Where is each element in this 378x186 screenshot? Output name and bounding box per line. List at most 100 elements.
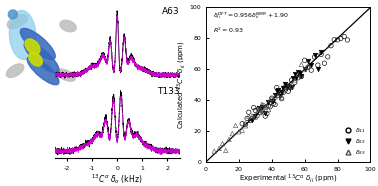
Point [335,38,341,41]
Point [239,129,245,132]
Point [254,114,260,117]
Point [265,100,271,103]
Point [256,107,262,110]
Point [269,100,275,103]
Point [270,102,276,105]
Point [308,69,314,72]
Point [249,119,255,122]
Point [262,111,268,114]
Point [338,37,344,40]
Y-axis label: Calculated $^{13}C^{\alpha}$ $\delta_{ii}$ (ppm): Calculated $^{13}C^{\alpha}$ $\delta_{ii… [176,40,188,129]
Point [259,110,265,113]
Point [280,91,286,94]
Ellipse shape [60,20,76,32]
Point [247,119,253,122]
Point [305,60,311,63]
Ellipse shape [27,57,59,85]
Point [287,86,293,89]
Point [216,147,222,150]
Point [318,51,324,54]
Point [341,35,347,38]
Point [311,56,318,59]
Point [246,115,252,118]
Point [275,94,281,97]
Point [297,72,303,75]
Point [325,55,331,58]
Point [305,65,311,68]
Point [249,117,255,120]
Point [321,62,327,65]
Point [262,115,268,118]
Point [260,109,266,112]
Text: A63: A63 [162,7,180,16]
Point [272,95,278,98]
Point [253,116,259,118]
Point [264,105,270,108]
X-axis label: $^{13}C^{\alpha}$ $\delta_{o}$ (kHz): $^{13}C^{\alpha}$ $\delta_{o}$ (kHz) [91,172,143,186]
Point [277,91,283,94]
Point [285,85,291,88]
Point [298,75,304,78]
Point [256,108,262,111]
Point [262,106,268,109]
Point [290,76,296,79]
Point [259,103,265,106]
Point [280,87,286,90]
Point [277,94,283,97]
Legend: $\delta_{11}$, $\delta_{22}$, $\delta_{33}$: $\delta_{11}$, $\delta_{22}$, $\delta_{3… [340,125,367,159]
Point [295,76,301,79]
Point [315,67,321,70]
Point [308,63,314,66]
Point [298,74,304,77]
Point [284,87,290,90]
Point [236,130,242,133]
Point [226,138,232,141]
Text: $\delta_{ii}^{DFT}= 0.956\delta_{ii}^{NMR}+1.90$: $\delta_{ii}^{DFT}= 0.956\delta_{ii}^{NM… [212,11,289,21]
X-axis label: Experimental $^{13}C^{\alpha}$ $\delta_{ii}$ (ppm): Experimental $^{13}C^{\alpha}$ $\delta_{… [239,173,338,185]
Point [257,108,263,111]
Ellipse shape [29,52,42,66]
Point [295,71,301,74]
Point [328,44,334,47]
Point [292,78,298,81]
Point [211,150,217,153]
Point [298,63,304,66]
Point [293,76,299,79]
Point [219,142,225,145]
Point [315,64,321,67]
Point [282,89,288,92]
Point [251,106,257,109]
Point [239,122,245,125]
Point [257,111,263,114]
Point [288,84,294,87]
Point [270,100,276,102]
Point [275,89,281,92]
Point [305,66,311,69]
Point [311,54,318,57]
Point [267,98,273,101]
Point [246,111,252,114]
Point [253,109,259,112]
Point [302,68,308,71]
Point [244,117,250,120]
Ellipse shape [56,69,75,81]
Point [272,103,278,106]
Point [302,59,308,62]
Point [253,115,259,118]
Point [282,83,288,86]
Ellipse shape [7,15,28,28]
Point [265,104,271,107]
Point [292,81,298,84]
Point [256,106,262,109]
Point [269,97,275,100]
Point [285,84,291,87]
Point [288,79,294,82]
Point [288,85,294,88]
Point [269,97,275,100]
Text: $R^2=0.93$: $R^2=0.93$ [212,26,243,35]
Point [259,106,265,109]
Point [223,149,229,152]
Point [302,68,308,70]
Ellipse shape [8,10,17,19]
Point [249,115,255,118]
